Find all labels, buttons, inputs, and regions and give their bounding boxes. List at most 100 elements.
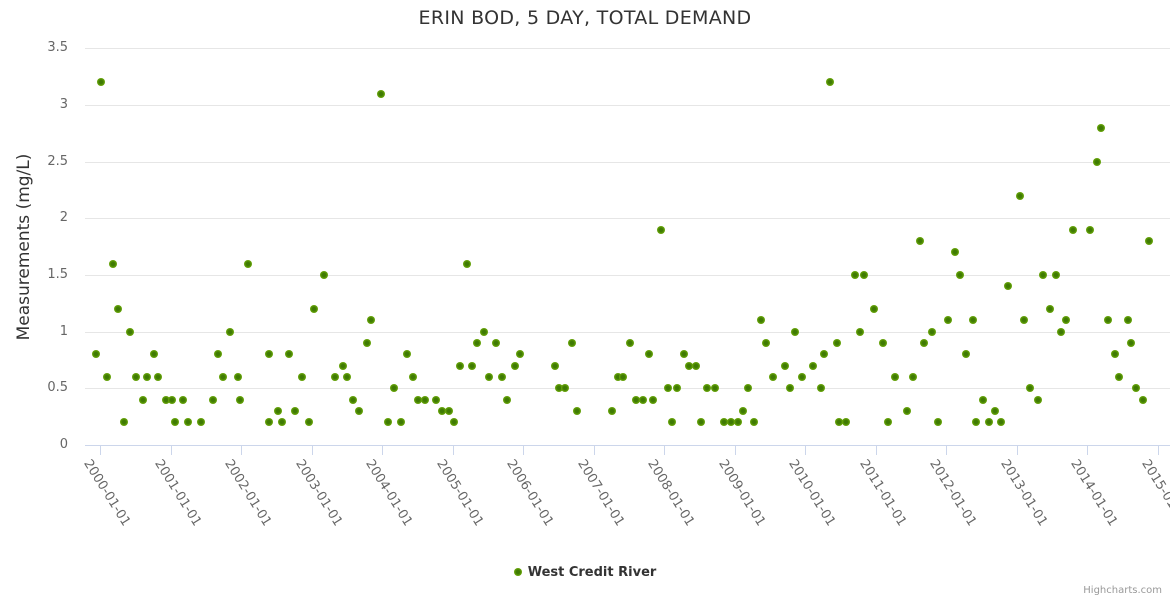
data-point[interactable] (1092, 157, 1101, 166)
data-point[interactable] (196, 418, 205, 427)
data-point[interactable] (516, 350, 525, 359)
data-point[interactable] (153, 373, 162, 381)
data-point[interactable] (750, 418, 759, 427)
data-point[interactable] (860, 270, 869, 279)
data-point[interactable] (114, 304, 123, 313)
data-point[interactable] (561, 384, 570, 393)
data-point[interactable] (851, 270, 860, 279)
data-point[interactable] (297, 373, 306, 381)
data-point[interactable] (384, 418, 393, 427)
data-point[interactable] (607, 407, 616, 415)
data-point[interactable] (480, 327, 489, 336)
data-point[interactable] (161, 395, 170, 404)
data-point[interactable] (349, 395, 358, 404)
data-point[interactable] (1097, 123, 1106, 132)
data-point[interactable] (972, 418, 981, 427)
data-point[interactable] (473, 338, 482, 347)
data-point[interactable] (362, 338, 371, 347)
data-point[interactable] (710, 384, 719, 393)
data-point[interactable] (167, 395, 176, 404)
data-point[interactable] (697, 418, 706, 427)
data-point[interactable] (743, 384, 752, 393)
data-point[interactable] (338, 361, 347, 370)
data-point[interactable] (879, 338, 888, 347)
data-point[interactable] (826, 78, 835, 87)
data-point[interactable] (656, 225, 665, 234)
data-point[interactable] (727, 418, 735, 427)
data-point[interactable] (834, 418, 843, 427)
data-point[interactable] (891, 373, 900, 381)
data-point[interactable] (1126, 338, 1135, 347)
data-point[interactable] (572, 407, 581, 415)
data-point[interactable] (421, 395, 429, 404)
data-point[interactable] (178, 395, 187, 404)
data-point[interactable] (833, 338, 842, 347)
data-point[interactable] (485, 373, 494, 381)
data-point[interactable] (667, 418, 676, 427)
data-point[interactable] (120, 418, 128, 427)
data-point[interactable] (1056, 327, 1065, 336)
data-point[interactable] (991, 407, 1000, 415)
data-point[interactable] (1052, 270, 1060, 279)
data-point[interactable] (568, 338, 577, 347)
data-point[interactable] (445, 407, 453, 415)
data-point[interactable] (184, 418, 193, 427)
data-point[interactable] (149, 350, 158, 359)
data-point[interactable] (691, 361, 700, 370)
data-point[interactable] (638, 395, 647, 404)
data-point[interactable] (997, 418, 1005, 427)
data-point[interactable] (798, 373, 807, 381)
data-point[interactable] (1104, 316, 1113, 325)
data-point[interactable] (233, 373, 242, 381)
data-point[interactable] (956, 270, 965, 279)
data-point[interactable] (171, 418, 180, 427)
data-point[interactable] (933, 418, 942, 427)
data-point[interactable] (97, 78, 106, 87)
data-point[interactable] (125, 327, 134, 336)
data-point[interactable] (816, 384, 825, 393)
data-point[interactable] (139, 395, 147, 404)
data-point[interactable] (1139, 395, 1148, 404)
data-point[interactable] (1033, 395, 1042, 404)
data-point[interactable] (944, 316, 953, 325)
data-point[interactable] (1020, 316, 1029, 325)
data-point[interactable] (903, 407, 912, 415)
data-point[interactable] (218, 373, 227, 381)
data-point[interactable] (791, 327, 800, 336)
data-point[interactable] (1061, 316, 1070, 325)
highcharts-credits-link[interactable]: Highcharts.com (1083, 585, 1162, 596)
data-point[interactable] (645, 350, 654, 359)
data-point[interactable] (330, 373, 339, 381)
data-point[interactable] (1132, 384, 1141, 393)
data-point[interactable] (1115, 373, 1124, 381)
data-point[interactable] (103, 373, 111, 381)
data-point[interactable] (455, 361, 464, 370)
data-point[interactable] (856, 327, 864, 336)
data-point[interactable] (208, 395, 217, 404)
data-point[interactable] (355, 407, 364, 415)
data-point[interactable] (968, 316, 977, 325)
data-point[interactable] (808, 361, 817, 370)
data-point[interactable] (1085, 225, 1094, 234)
data-point[interactable] (366, 316, 375, 325)
data-point[interactable] (291, 407, 300, 415)
data-point[interactable] (265, 418, 274, 427)
data-point[interactable] (214, 350, 223, 359)
data-point[interactable] (277, 418, 286, 427)
data-point[interactable] (236, 395, 245, 404)
data-point[interactable] (619, 373, 628, 381)
data-point[interactable] (915, 236, 924, 245)
data-point[interactable] (719, 418, 728, 427)
data-point[interactable] (390, 384, 398, 393)
data-point[interactable] (684, 361, 693, 370)
data-point[interactable] (432, 395, 441, 404)
data-point[interactable] (756, 316, 765, 325)
data-point[interactable] (320, 270, 329, 279)
data-point[interactable] (1145, 236, 1153, 245)
data-point[interactable] (648, 395, 657, 404)
legend-item-west-credit-river[interactable]: West Credit River (0, 562, 1170, 582)
data-point[interactable] (1123, 316, 1132, 325)
data-point[interactable] (870, 304, 879, 313)
data-point[interactable] (108, 259, 117, 268)
data-point[interactable] (510, 361, 519, 370)
